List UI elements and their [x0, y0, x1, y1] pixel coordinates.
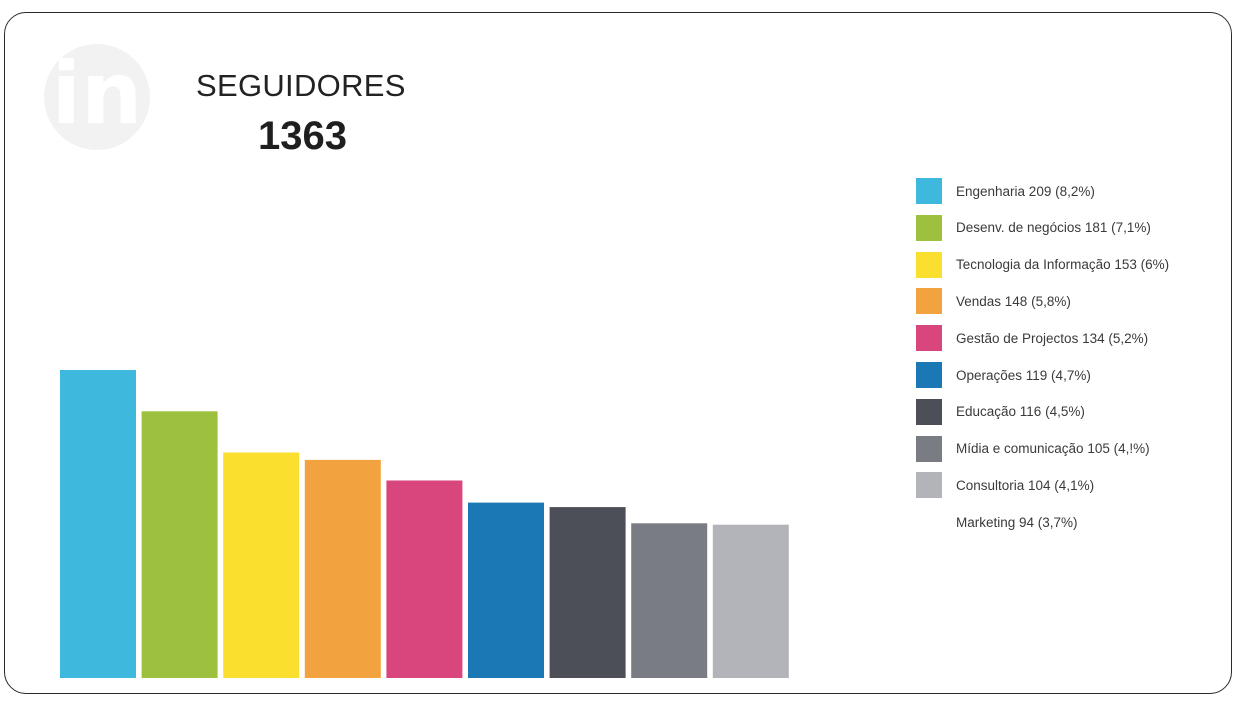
legend-swatch — [916, 325, 942, 352]
legend-item: Desenv. de negócios 181 (7,1%) — [916, 214, 1151, 241]
legend-swatch — [916, 214, 942, 241]
legend-swatch — [916, 251, 942, 278]
legend-swatch — [916, 398, 942, 425]
chart-card — [4, 12, 1232, 694]
legend-swatch — [916, 178, 942, 204]
legend-label: Educação 116 (4,5%) — [956, 404, 1085, 420]
legend-swatch — [916, 472, 942, 499]
legend-label: Operações 119 (4,7%) — [956, 367, 1091, 383]
legend-label: Consultoria 104 (4,1%) — [956, 477, 1095, 493]
legend-swatch — [916, 288, 942, 315]
legend-item: Marketing 94 (3,7%) — [916, 509, 1078, 535]
legend-swatch — [916, 362, 942, 388]
legend-label: Marketing 94 (3,7%) — [956, 514, 1078, 530]
legend-item: Gestão de Projectos 134 (5,2%) — [916, 325, 1149, 352]
legend-swatch — [916, 435, 942, 462]
legend-swatch — [916, 509, 942, 535]
legend-label: Desenv. de negócios 181 (7,1%) — [956, 220, 1151, 236]
legend-label: Gestão de Projectos 134 (5,2%) — [956, 330, 1149, 346]
legend-item: Educação 116 (4,5%) — [916, 398, 1085, 425]
follower-total: 1363 — [258, 114, 347, 158]
legend-label: Engenharia 209 (8,2%) — [956, 183, 1095, 199]
legend-item: Tecnologia da Informação 153 (6%) — [916, 251, 1170, 278]
legend-item: Mídia e comunicação 105 (4,!%) — [916, 435, 1150, 462]
legend-label: Tecnologia da Informação 153 (6%) — [956, 257, 1170, 273]
linkedin-logo-icon: in — [44, 44, 150, 150]
legend-label: Mídia e comunicação 105 (4,!%) — [956, 441, 1150, 457]
legend-item: Vendas 148 (5,8%) — [916, 288, 1071, 315]
legend-item: Engenharia 209 (8,2%) — [916, 178, 1095, 204]
chart-title: SEGUIDORES — [196, 68, 406, 103]
legend-label: Vendas 148 (5,8%) — [956, 293, 1071, 309]
legend-item: Operações 119 (4,7%) — [916, 362, 1091, 388]
legend-item: Consultoria 104 (4,1%) — [916, 472, 1095, 499]
logo-text: in — [51, 44, 143, 144]
